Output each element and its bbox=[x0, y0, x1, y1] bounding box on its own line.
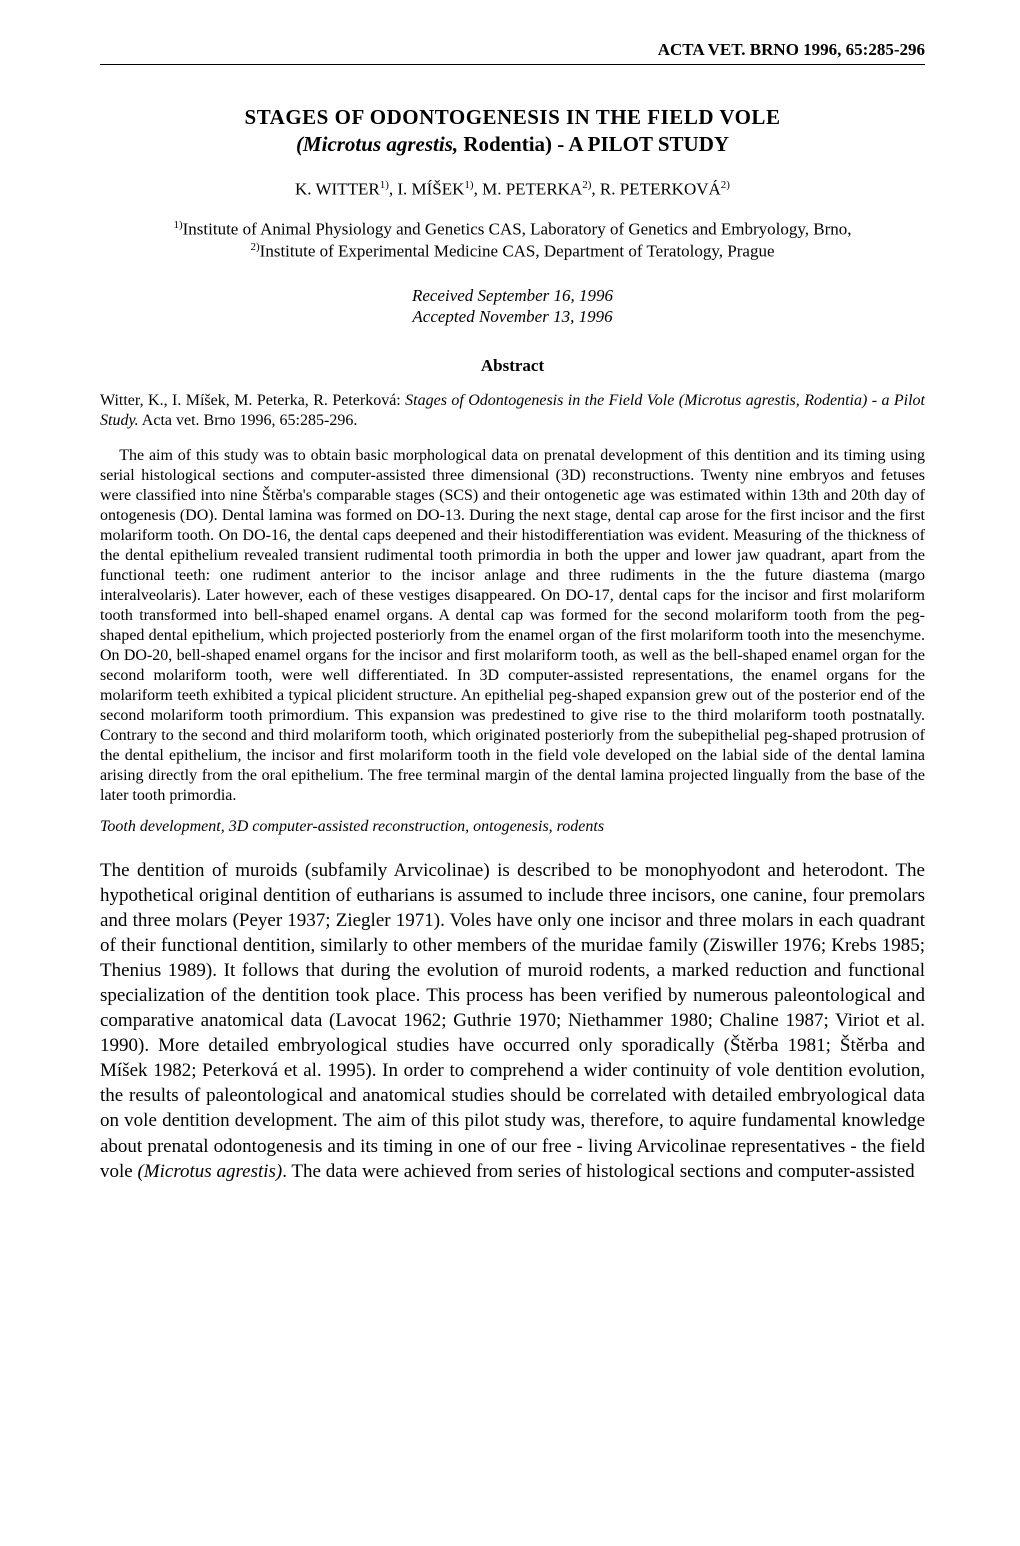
affil-sup-2: 2) bbox=[251, 241, 260, 253]
citation-authors: Witter, K., I. Míšek, M. Peterka, R. Pet… bbox=[100, 392, 405, 409]
paper-title-line1: STAGES OF ODONTOGENESIS IN THE FIELD VOL… bbox=[100, 105, 925, 130]
authors: K. WITTER1), I. MÍŠEK1), M. PETERKA2), R… bbox=[100, 179, 925, 200]
intro-paragraph: The dentition of muroids (subfamily Arvi… bbox=[100, 858, 925, 1184]
paper-title-line2: (Microtus agrestis, Rodentia) - A PILOT … bbox=[100, 132, 925, 157]
accepted-date: Accepted November 13, 1996 bbox=[412, 307, 612, 326]
title-species: (Microtus agrestis, bbox=[296, 132, 458, 156]
affiliations: 1)Institute of Animal Physiology and Gen… bbox=[100, 218, 925, 264]
keywords: Tooth development, 3D computer-assisted … bbox=[100, 818, 925, 836]
title-rest: Rodentia) - A PILOT STUDY bbox=[458, 132, 729, 156]
journal-header: ACTA VET. BRNO 1996, 65:285-296 bbox=[100, 40, 925, 65]
affil-sup-1: 1) bbox=[173, 219, 182, 231]
affiliation-1: Institute of Animal Physiology and Genet… bbox=[183, 219, 852, 238]
dates: Received September 16, 1996 Accepted Nov… bbox=[100, 285, 925, 328]
abstract-heading: Abstract bbox=[100, 356, 925, 376]
received-date: Received September 16, 1996 bbox=[412, 286, 613, 305]
paper-page: ACTA VET. BRNO 1996, 65:285-296 STAGES O… bbox=[0, 0, 1020, 1244]
citation-rest: Acta vet. Brno 1996, 65:285-296. bbox=[139, 412, 358, 429]
abstract-citation: Witter, K., I. Míšek, M. Peterka, R. Pet… bbox=[100, 391, 925, 431]
affiliation-2: Institute of Experimental Medicine CAS, … bbox=[260, 242, 775, 261]
abstract-body: The aim of this study was to obtain basi… bbox=[100, 446, 925, 806]
